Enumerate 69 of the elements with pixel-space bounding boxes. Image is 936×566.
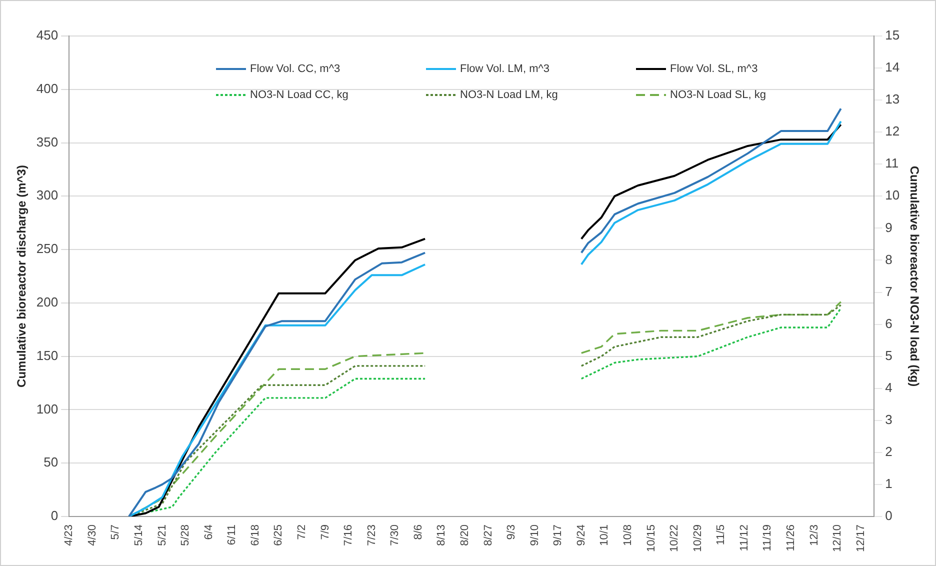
legend-label: NO3-N Load LM, kg xyxy=(460,89,558,101)
x-tick-label: 7/16 xyxy=(342,524,355,546)
x-tick-label: 9/10 xyxy=(528,524,541,546)
y2-tick-label: 1 xyxy=(885,476,892,492)
y2-tick-label: 2 xyxy=(885,444,892,459)
legend-label: Flow Vol. LM, m^3 xyxy=(460,63,550,75)
x-tick-label: 8/27 xyxy=(482,524,494,546)
y-tick-label: 300 xyxy=(36,188,58,203)
x-tick-label: 7/2 xyxy=(296,524,308,540)
x-tick-label: 6/4 xyxy=(202,524,215,540)
x-tick-label: 6/25 xyxy=(272,524,285,546)
x-tick-label: 5/21 xyxy=(156,524,168,546)
x-tick-label: 11/12 xyxy=(738,524,750,552)
y2-tick-label: 12 xyxy=(885,124,900,139)
y-tick-label: 50 xyxy=(44,454,58,470)
legend-label: Flow Vol. CC, m^3 xyxy=(250,63,340,75)
x-tick-label: 8/6 xyxy=(412,524,424,540)
y2-tick-label: 13 xyxy=(885,92,900,107)
y-tick-label: 0 xyxy=(50,508,58,524)
x-tick-label: 9/3 xyxy=(506,524,518,540)
x-tick-label: 6/18 xyxy=(249,524,262,546)
x-tick-label: 10/1 xyxy=(598,524,611,546)
x-tick-label: 12/3 xyxy=(808,524,820,546)
x-tick-label: 9/24 xyxy=(575,524,588,546)
y-tick-label: 200 xyxy=(36,294,58,310)
x-tick-label: 7/9 xyxy=(319,524,332,540)
x-tick-label: 11/5 xyxy=(715,524,728,546)
y-tick-label: 450 xyxy=(36,28,58,43)
y2-tick-label: 0 xyxy=(885,508,892,524)
x-tick-label: 8/13 xyxy=(436,524,448,546)
x-tick-label: 8/20 xyxy=(458,524,471,546)
legend-label: Flow Vol. SL, m^3 xyxy=(670,63,758,75)
y2-tick-label: 14 xyxy=(885,60,900,75)
y2-tick-label: 9 xyxy=(885,220,892,235)
legend-label: NO3-N Load SL, kg xyxy=(670,89,766,101)
x-tick-label: 7/23 xyxy=(366,524,378,546)
y2-tick-label: 10 xyxy=(885,188,900,203)
y2-tick-label: 4 xyxy=(885,380,892,395)
x-tick-label: 10/29 xyxy=(692,524,704,552)
x-tick-label: 12/17 xyxy=(854,524,867,552)
y2-tick-label: 7 xyxy=(885,284,892,299)
y-tick-label: 400 xyxy=(36,80,58,96)
x-tick-label: 7/30 xyxy=(389,524,402,546)
y2-tick-label: 5 xyxy=(885,348,892,363)
x-tick-label: 5/14 xyxy=(132,524,145,546)
x-tick-label: 6/11 xyxy=(226,524,238,546)
x-tick-label: 10/15 xyxy=(645,524,658,552)
x-tick-label: 10/22 xyxy=(668,524,681,552)
y2-tick-label: 11 xyxy=(885,156,899,171)
x-tick-label: 11/19 xyxy=(762,524,774,552)
x-tick-label: 9/17 xyxy=(552,524,564,546)
x-tick-label: 12/10 xyxy=(832,524,844,552)
x-tick-label: 4/30 xyxy=(86,524,98,546)
y-tick-label: 250 xyxy=(36,241,58,256)
x-tick-label: 11/26 xyxy=(785,524,798,552)
y2-tick-label: 15 xyxy=(885,28,900,43)
x-tick-label: 10/8 xyxy=(622,524,634,546)
y2-tick-label: 3 xyxy=(885,412,892,427)
y2-tick-label: 6 xyxy=(885,316,892,331)
legend-label: NO3-N Load CC, kg xyxy=(250,89,348,101)
y-tick-label: 150 xyxy=(36,348,58,363)
y2-tick-label: 8 xyxy=(885,252,892,267)
x-tick-label: 5/28 xyxy=(180,524,192,546)
y-tick-label: 100 xyxy=(36,401,58,416)
x-tick-label: 5/7 xyxy=(110,524,122,540)
y-axis-title: Cumulative bioreactor discharge (m^3) xyxy=(14,165,29,388)
x-tick-label: 4/23 xyxy=(63,524,76,546)
y-tick-label: 350 xyxy=(36,134,58,150)
y2-axis-title: Cumulative bioreactor NO3-N load (kg) xyxy=(907,166,922,387)
